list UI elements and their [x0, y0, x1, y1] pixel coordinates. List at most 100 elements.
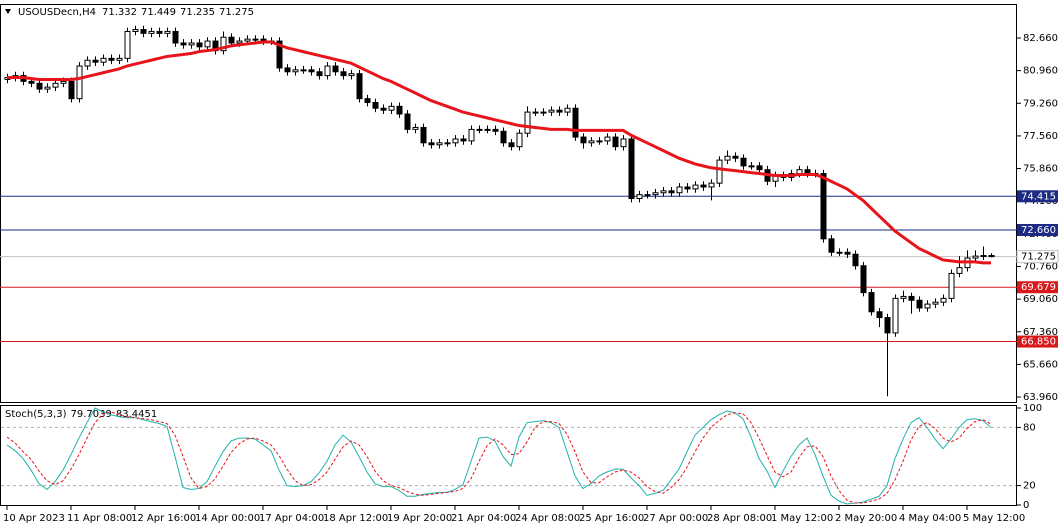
bull-candle — [620, 138, 627, 148]
price-label-box — [1016, 250, 1059, 264]
price-panel — [0, 4, 1017, 403]
bull-candle — [548, 109, 555, 113]
stoch-panel — [0, 405, 1017, 506]
bull-candle — [540, 111, 547, 114]
stoch-main — [6, 407, 992, 505]
bull-candle — [660, 190, 667, 194]
bull-candle — [188, 42, 195, 46]
bear-candle — [308, 69, 315, 73]
bear-candle — [420, 126, 427, 144]
bull-candle — [676, 186, 683, 194]
bear-candle — [396, 105, 403, 115]
header-open: 71.332 — [102, 7, 137, 18]
bear-candle — [332, 65, 339, 73]
x-tick-label: 21 Apr 04:00 — [451, 513, 516, 524]
bull-candle — [980, 255, 987, 258]
bear-candle — [916, 299, 923, 309]
bear-candle — [196, 42, 203, 48]
bull-candle — [956, 267, 963, 274]
bull-candle — [84, 59, 91, 67]
bull-candle — [644, 194, 651, 197]
bull-candle — [636, 194, 643, 200]
bear-candle — [820, 173, 827, 240]
bear-candle — [612, 136, 619, 148]
bear-candle — [860, 265, 867, 294]
bear-candle — [284, 67, 291, 73]
bull-candle — [476, 128, 483, 131]
bear-candle — [988, 254, 995, 258]
y-tick-label: 67.360 — [1023, 327, 1058, 338]
bull-candle — [524, 111, 531, 134]
bull-candle — [76, 65, 83, 100]
stoch-signal — [6, 411, 992, 504]
y-tick-label: 75.860 — [1023, 164, 1058, 175]
x-tick-label: 17 Apr 04:00 — [259, 513, 324, 524]
bull-candle — [444, 142, 451, 145]
bear-candle — [852, 253, 859, 267]
bull-candle — [300, 69, 307, 72]
bear-candle — [108, 57, 115, 61]
bull-candle — [724, 155, 731, 161]
stoch-tick-label: 100 — [1023, 403, 1042, 414]
bear-candle — [172, 30, 179, 44]
bull-candle — [100, 57, 107, 63]
bear-candle — [804, 169, 811, 175]
x-tick-label: 24 Apr 08:00 — [515, 513, 580, 524]
menu-arrow[interactable] — [5, 9, 11, 14]
bear-candle — [580, 136, 587, 144]
bear-candle — [668, 190, 675, 194]
x-tick-label: 14 Apr 00:00 — [195, 513, 260, 524]
y-tick-label: 65.660 — [1023, 359, 1058, 370]
bull-candle — [900, 295, 907, 299]
bear-candle — [572, 107, 579, 138]
stoch-tick-label: 20 — [1023, 481, 1036, 492]
x-tick-label: 4 May 04:00 — [899, 513, 961, 524]
header-low: 71.235 — [180, 7, 215, 18]
bear-candle — [492, 128, 499, 132]
stoch-header: Stoch(5,3,3) 79.7039 83.4451 — [5, 409, 157, 420]
bull-candle — [292, 69, 299, 73]
bull-candle — [940, 297, 947, 303]
bull-candle — [748, 165, 755, 168]
stoch-tick-label: 80 — [1023, 422, 1036, 433]
bear-candle — [460, 138, 467, 142]
bull-candle — [124, 30, 131, 59]
y-tick-label: 70.760 — [1023, 261, 1058, 272]
y-tick-label: 77.560 — [1023, 131, 1058, 142]
x-tick-label: 1 May 12:00 — [771, 513, 833, 524]
bear-candle — [364, 98, 371, 104]
bear-candle — [356, 73, 363, 100]
bear-candle — [404, 113, 411, 130]
y-tick-label: 82.660 — [1023, 33, 1058, 44]
bear-candle — [684, 186, 691, 190]
bull-candle — [52, 82, 59, 88]
bear-candle — [380, 107, 387, 111]
bear-candle — [228, 36, 235, 44]
bull-candle — [348, 73, 355, 77]
bull-candle — [452, 138, 459, 144]
bull-candle — [796, 169, 803, 175]
bull-candle — [220, 36, 227, 52]
x-tick-label: 12 Apr 16:00 — [131, 513, 196, 524]
bear-candle — [844, 251, 851, 255]
bull-candle — [692, 184, 699, 190]
bull-candle — [972, 255, 979, 259]
bull-candle — [532, 111, 539, 114]
bull-candle — [116, 57, 123, 61]
bear-candle — [700, 184, 707, 188]
bull-candle — [652, 192, 659, 196]
bear-candle — [28, 80, 35, 84]
bull-candle — [44, 86, 51, 90]
bear-candle — [908, 295, 915, 301]
bear-candle — [868, 292, 875, 313]
level-label: 74.415 — [1021, 191, 1056, 202]
bull-candle — [244, 38, 251, 42]
x-tick-label: 10 Apr 2023 — [3, 513, 65, 524]
bear-candle — [740, 157, 747, 167]
chart-header: USOUSDecn,H4 71.332 71.449 71.235 71.275 — [18, 7, 254, 18]
bear-candle — [276, 40, 283, 69]
level-label-box — [1017, 281, 1058, 294]
bull-candle — [924, 303, 931, 309]
bull-candle — [932, 301, 939, 305]
